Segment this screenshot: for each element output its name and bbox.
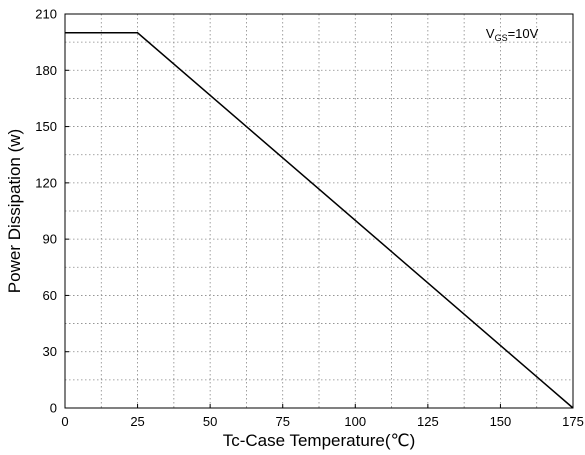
x-tick-label: 0 [61,414,68,429]
y-tick-label: 120 [35,175,57,190]
grid [65,14,573,408]
y-tick-label: 90 [43,232,57,247]
x-axis-title: Tc-Case Temperature(℃) [223,431,416,450]
x-tick-label: 125 [417,414,439,429]
x-tick-label: 50 [203,414,217,429]
y-axis-ticks: 0 30 60 90 120 150 180 210 [35,7,69,416]
vgs-annotation-base: V [486,26,495,41]
plot-frame [64,13,574,409]
y-axis-title: Power Dissipation (w) [5,129,24,293]
x-axis-ticks: 0 25 50 75 100 125 150 175 [61,404,584,429]
x-tick-label: 25 [130,414,144,429]
y-tick-label: 210 [35,7,57,22]
vgs-annotation-subscript: GS [495,33,508,43]
y-tick-label: 0 [50,401,57,416]
vgs-annotation: VGS=10V [486,26,539,43]
y-tick-label: 180 [35,63,57,78]
x-tick-label: 75 [275,414,289,429]
series-line [65,32,574,409]
x-tick-label: 150 [490,414,512,429]
y-tick-label: 30 [43,344,57,359]
y-tick-label: 60 [43,288,57,303]
series-layer [65,32,574,409]
vgs-annotation-value: =10V [508,26,539,41]
y-tick-label: 150 [35,119,57,134]
x-tick-label: 175 [562,414,584,429]
x-tick-label: 100 [344,414,366,429]
